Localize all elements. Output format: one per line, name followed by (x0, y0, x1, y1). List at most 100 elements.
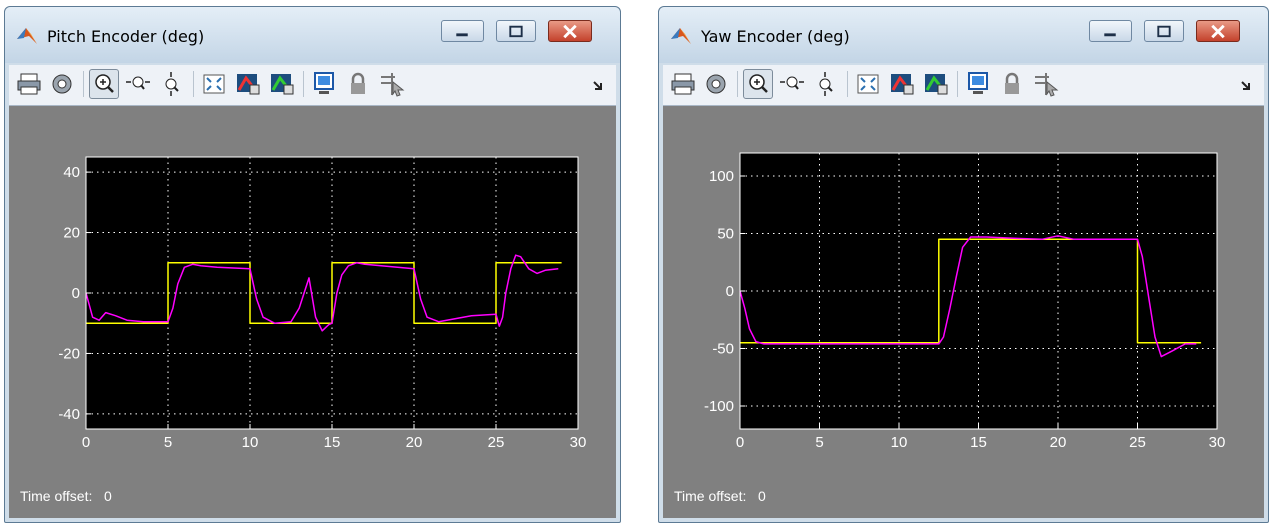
x-tick-label: 25 (1129, 434, 1146, 451)
print-icon (671, 73, 695, 95)
title-bar[interactable]: Yaw Encoder (deg) (659, 7, 1268, 63)
lock-axes-icon (1005, 72, 1019, 94)
signal-selection-button[interactable] (1031, 69, 1061, 99)
zoom-x-button[interactable] (777, 69, 807, 99)
dock-button[interactable] (1231, 69, 1261, 99)
scope-toolbar (663, 65, 1264, 106)
scope-toolbar (9, 65, 616, 106)
scope-plot-area: 0 5 10 15 20 25 30 -40 -20 0 20 40 Time offset: 0 (9, 106, 616, 518)
close-icon (1211, 24, 1225, 39)
restore-axes-settings-button[interactable] (921, 69, 951, 99)
x-tick-label: 5 (164, 434, 172, 451)
minimize-icon (456, 33, 468, 37)
title-bar[interactable]: Pitch Encoder (deg) (5, 7, 620, 63)
y-tick-label: -20 (58, 345, 80, 362)
floating-scope-button[interactable] (963, 69, 993, 99)
dock-arrow-icon (593, 81, 602, 90)
lock-axes-icon (351, 72, 365, 94)
zoom-x-icon (780, 76, 804, 90)
lock-axes-button[interactable] (343, 69, 373, 99)
pitch-axes[interactable]: 0 5 10 15 20 25 30 -40 -20 0 20 40 (9, 106, 618, 519)
x-tick-label: 0 (736, 434, 744, 451)
maximize-icon (1157, 25, 1171, 38)
save-axes-settings-button[interactable] (233, 69, 263, 99)
maximize-button[interactable] (496, 20, 536, 42)
dock-arrow-icon (1241, 81, 1250, 90)
y-tick-label: 100 (709, 168, 734, 185)
restore-axes-settings-button[interactable] (267, 69, 297, 99)
time-offset-text: Time offset: (674, 488, 747, 504)
maximize-button[interactable] (1144, 20, 1184, 42)
x-tick-label: 10 (242, 434, 259, 451)
zoom-in-icon (749, 74, 768, 93)
zoom-in-button[interactable] (743, 69, 773, 99)
y-tick-label: 20 (63, 225, 80, 242)
time-offset-label: Time offset: 0 (20, 488, 112, 504)
x-tick-label: 5 (815, 434, 823, 451)
y-tick-label: -100 (704, 398, 734, 415)
x-tick-label: 0 (82, 434, 90, 451)
grid (86, 157, 578, 429)
signal-selection-button[interactable] (377, 69, 407, 99)
autoscale-icon (857, 74, 879, 94)
floating-scope-icon (968, 72, 988, 94)
close-button[interactable] (548, 20, 592, 42)
window-title: Yaw Encoder (deg) (701, 27, 850, 46)
pitch-scope-window: Pitch Encoder (deg) (4, 6, 621, 523)
dock-button[interactable] (583, 69, 613, 99)
print-button[interactable] (15, 69, 45, 99)
x-tick-label: 30 (1209, 434, 1226, 451)
print-button[interactable] (669, 69, 699, 99)
zoom-in-icon (95, 74, 114, 93)
zoom-x-button[interactable] (123, 69, 153, 99)
zoom-in-button[interactable] (89, 69, 119, 99)
minimize-button[interactable] (1089, 20, 1132, 42)
y-tick-label: 40 (63, 164, 80, 181)
parameters-button[interactable] (701, 69, 731, 99)
save-axes-settings-button[interactable] (887, 69, 917, 99)
close-icon (563, 24, 577, 39)
restore-axes-settings-icon (925, 74, 948, 95)
lock-axes-button[interactable] (997, 69, 1027, 99)
time-offset-label: Time offset: 0 (674, 488, 766, 504)
time-offset-value: 0 (758, 488, 766, 504)
maximize-icon (509, 25, 523, 38)
time-offset-text: Time offset: (20, 488, 93, 504)
y-tick-label: -50 (712, 341, 734, 358)
x-tick-label: 20 (406, 434, 423, 451)
parameters-gear-icon (706, 74, 726, 94)
signal-selection-icon (1035, 73, 1059, 97)
x-tick-label: 25 (488, 434, 505, 451)
zoom-x-icon (126, 76, 150, 90)
save-axes-settings-icon (891, 74, 914, 95)
y-tick-label: -40 (58, 406, 80, 423)
minimize-icon (1104, 33, 1116, 37)
x-tick-label: 20 (1050, 434, 1067, 451)
zoom-y-icon (819, 72, 833, 96)
yaw-scope-window: Yaw Encoder (deg) (658, 6, 1269, 523)
time-offset-value: 0 (104, 488, 112, 504)
x-tick-label: 30 (570, 434, 587, 451)
zoom-y-button[interactable] (811, 69, 841, 99)
scope-plot-area: 0 5 10 15 20 25 30 -100 -50 0 50 100 Time offset: 0 (663, 106, 1264, 518)
print-icon (17, 73, 41, 95)
floating-scope-button[interactable] (309, 69, 339, 99)
x-tick-label: 15 (970, 434, 987, 451)
matlab-logo-icon (17, 28, 37, 44)
x-tick-label: 15 (324, 434, 341, 451)
zoom-y-icon (165, 72, 179, 96)
zoom-y-button[interactable] (157, 69, 187, 99)
window-title: Pitch Encoder (deg) (47, 27, 205, 46)
autoscale-button[interactable] (199, 69, 229, 99)
series-line-1 (739, 235, 1197, 358)
series-line-0 (86, 262, 562, 324)
parameters-button[interactable] (47, 69, 77, 99)
yaw-axes[interactable]: 0 5 10 15 20 25 30 -100 -50 0 50 100 (663, 106, 1266, 519)
minimize-button[interactable] (441, 20, 484, 42)
matlab-logo-icon (671, 28, 691, 44)
x-tick-label: 10 (891, 434, 908, 451)
autoscale-button[interactable] (853, 69, 883, 99)
y-tick-label: 0 (72, 285, 80, 302)
close-button[interactable] (1196, 20, 1240, 42)
restore-axes-settings-icon (271, 74, 294, 95)
